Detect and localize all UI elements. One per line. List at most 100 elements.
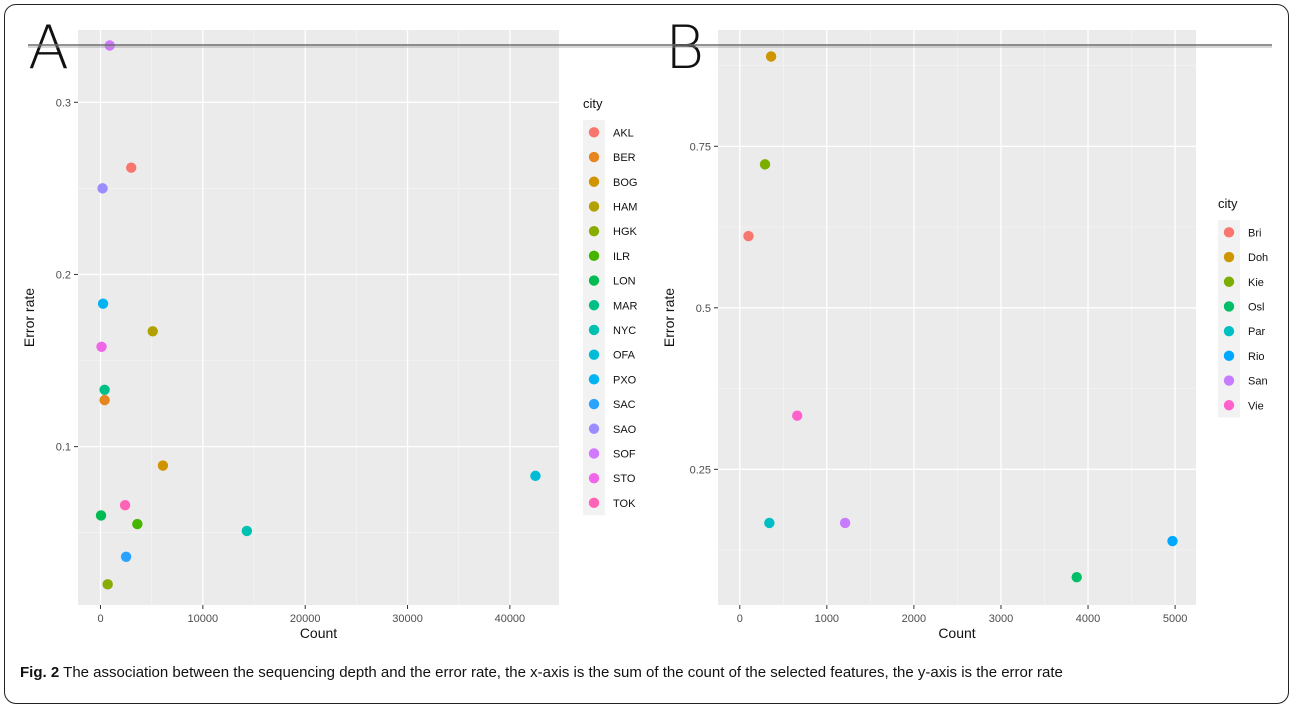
y-tick-label: 0.75 (690, 141, 711, 153)
caption-label: Fig. 2 (20, 664, 60, 681)
legend-key-san (1223, 375, 1235, 386)
legend-key-nyc (588, 324, 600, 336)
data-point-mar (99, 384, 110, 396)
legend-label-ham: HAM (613, 201, 637, 213)
plot-background (718, 30, 1196, 605)
figure-caption: Fig. 2 The association between the sequen… (20, 663, 1275, 683)
legend-key-sto (588, 472, 600, 484)
data-point-lon (95, 510, 107, 521)
data-point-bog (157, 460, 169, 471)
legend-key-background (1218, 220, 1240, 418)
legend-key-osl (1223, 301, 1235, 312)
data-point-sto (96, 341, 107, 352)
data-point-osl (1071, 572, 1082, 583)
plot-background (78, 30, 559, 605)
legend-key-kie (1223, 276, 1235, 287)
y-axis-title: Error rate (661, 288, 677, 347)
legend-label-vie: Vie (1248, 400, 1264, 412)
x-tick-label: 30000 (392, 613, 423, 625)
legend-label-pxo: PXO (613, 374, 637, 386)
legend-key-sac (588, 398, 600, 410)
legend-label-nyc: NYC (613, 325, 636, 337)
x-axis-title: Count (938, 625, 975, 641)
legend-key-bri (1223, 227, 1235, 238)
legend-label-ofa: OFA (613, 350, 636, 362)
x-tick-label: 5000 (1163, 613, 1187, 625)
data-point-san (839, 517, 851, 529)
legend-label-hgk: HGK (613, 226, 638, 238)
data-point-ham (147, 326, 158, 337)
legend-label-par: Par (1248, 326, 1265, 338)
legend-label-san: San (1248, 376, 1268, 388)
legend-key-rio (1223, 350, 1235, 362)
legend-label-tok: TOK (613, 498, 636, 510)
legend-label-lon: LON (613, 276, 636, 288)
legend-key-ber (588, 151, 600, 163)
panel-letter-b: B (665, 13, 704, 83)
legend-label-ber: BER (613, 152, 636, 164)
x-tick-label: 3000 (989, 613, 1013, 625)
legend-key-tok (588, 497, 600, 509)
legend-label-sof: SOF (613, 448, 636, 460)
legend-key-lon (588, 275, 600, 286)
y-axis-title: Error rate (21, 288, 37, 347)
legend-key-ham (588, 201, 600, 212)
data-point-hgk (102, 579, 113, 590)
panel-letter-a: A (28, 13, 69, 83)
legend-key-background (583, 120, 605, 516)
x-tick-label: 4000 (1076, 613, 1100, 625)
legend-label-sto: STO (613, 473, 636, 485)
x-tick-label: 40000 (495, 613, 526, 625)
data-point-bri (743, 230, 754, 242)
legend-label-kie: Kie (1248, 277, 1264, 289)
legend-key-par (1223, 325, 1235, 337)
caption-text: The association between the sequencing d… (63, 664, 1063, 681)
chart-panel-b: 0 1000 2000 3000 4000 5000 0.25 0.5 0.75 Count Err… (661, 13, 1268, 641)
legend-label-mar: MAR (613, 300, 638, 312)
legend-title: city (1218, 196, 1238, 211)
data-point-akl (126, 162, 137, 173)
data-point-rio (1167, 535, 1178, 547)
x-tick-label: 0 (737, 613, 743, 625)
legend-label-sao: SAO (613, 424, 637, 436)
legend-label-doh: Doh (1248, 252, 1268, 264)
legend-key-ilr (588, 250, 600, 262)
x-tick-label: 2000 (902, 613, 926, 625)
data-point-pxo (97, 298, 109, 309)
legend-label-bog: BOG (613, 177, 637, 189)
legend-key-doh (1223, 251, 1235, 263)
x-tick-label: 20000 (290, 613, 321, 625)
legend-key-hgk (588, 225, 600, 237)
legend-key-sof (588, 448, 600, 459)
legend-label-osl: Osl (1248, 301, 1265, 313)
y-tick-label: 0.25 (690, 464, 711, 476)
x-tick-label: 1000 (815, 613, 839, 625)
legend-label-akl: AKL (613, 127, 634, 139)
legend-key-vie (1223, 400, 1235, 411)
data-point-ilr (132, 518, 143, 530)
data-point-tok (119, 499, 131, 511)
legend-key-akl (588, 127, 600, 138)
legend-key-bog (588, 176, 600, 187)
legend-key-sao (588, 423, 600, 434)
data-point-sac (120, 551, 132, 562)
legend-key-pxo (588, 374, 600, 385)
legend-label-ilr: ILR (613, 251, 630, 263)
legend-key-ofa (588, 349, 600, 360)
data-point-par (764, 517, 775, 529)
y-tick-label: 0.5 (696, 303, 711, 315)
x-axis-title: Count (300, 625, 337, 641)
data-point-ber (99, 394, 110, 406)
y-tick-label: 0.1 (56, 442, 71, 454)
y-tick-label: 0.2 (56, 269, 71, 281)
data-point-vie (792, 410, 803, 421)
data-point-sao (97, 183, 108, 194)
legend-label-rio: Rio (1248, 351, 1265, 363)
data-point-nyc (241, 525, 253, 537)
y-tick-label: 0.3 (56, 97, 71, 109)
x-tick-label: 0 (97, 613, 103, 625)
data-point-ofa (530, 470, 541, 482)
data-point-doh (765, 51, 777, 62)
legend-label-bri: Bri (1248, 227, 1261, 239)
